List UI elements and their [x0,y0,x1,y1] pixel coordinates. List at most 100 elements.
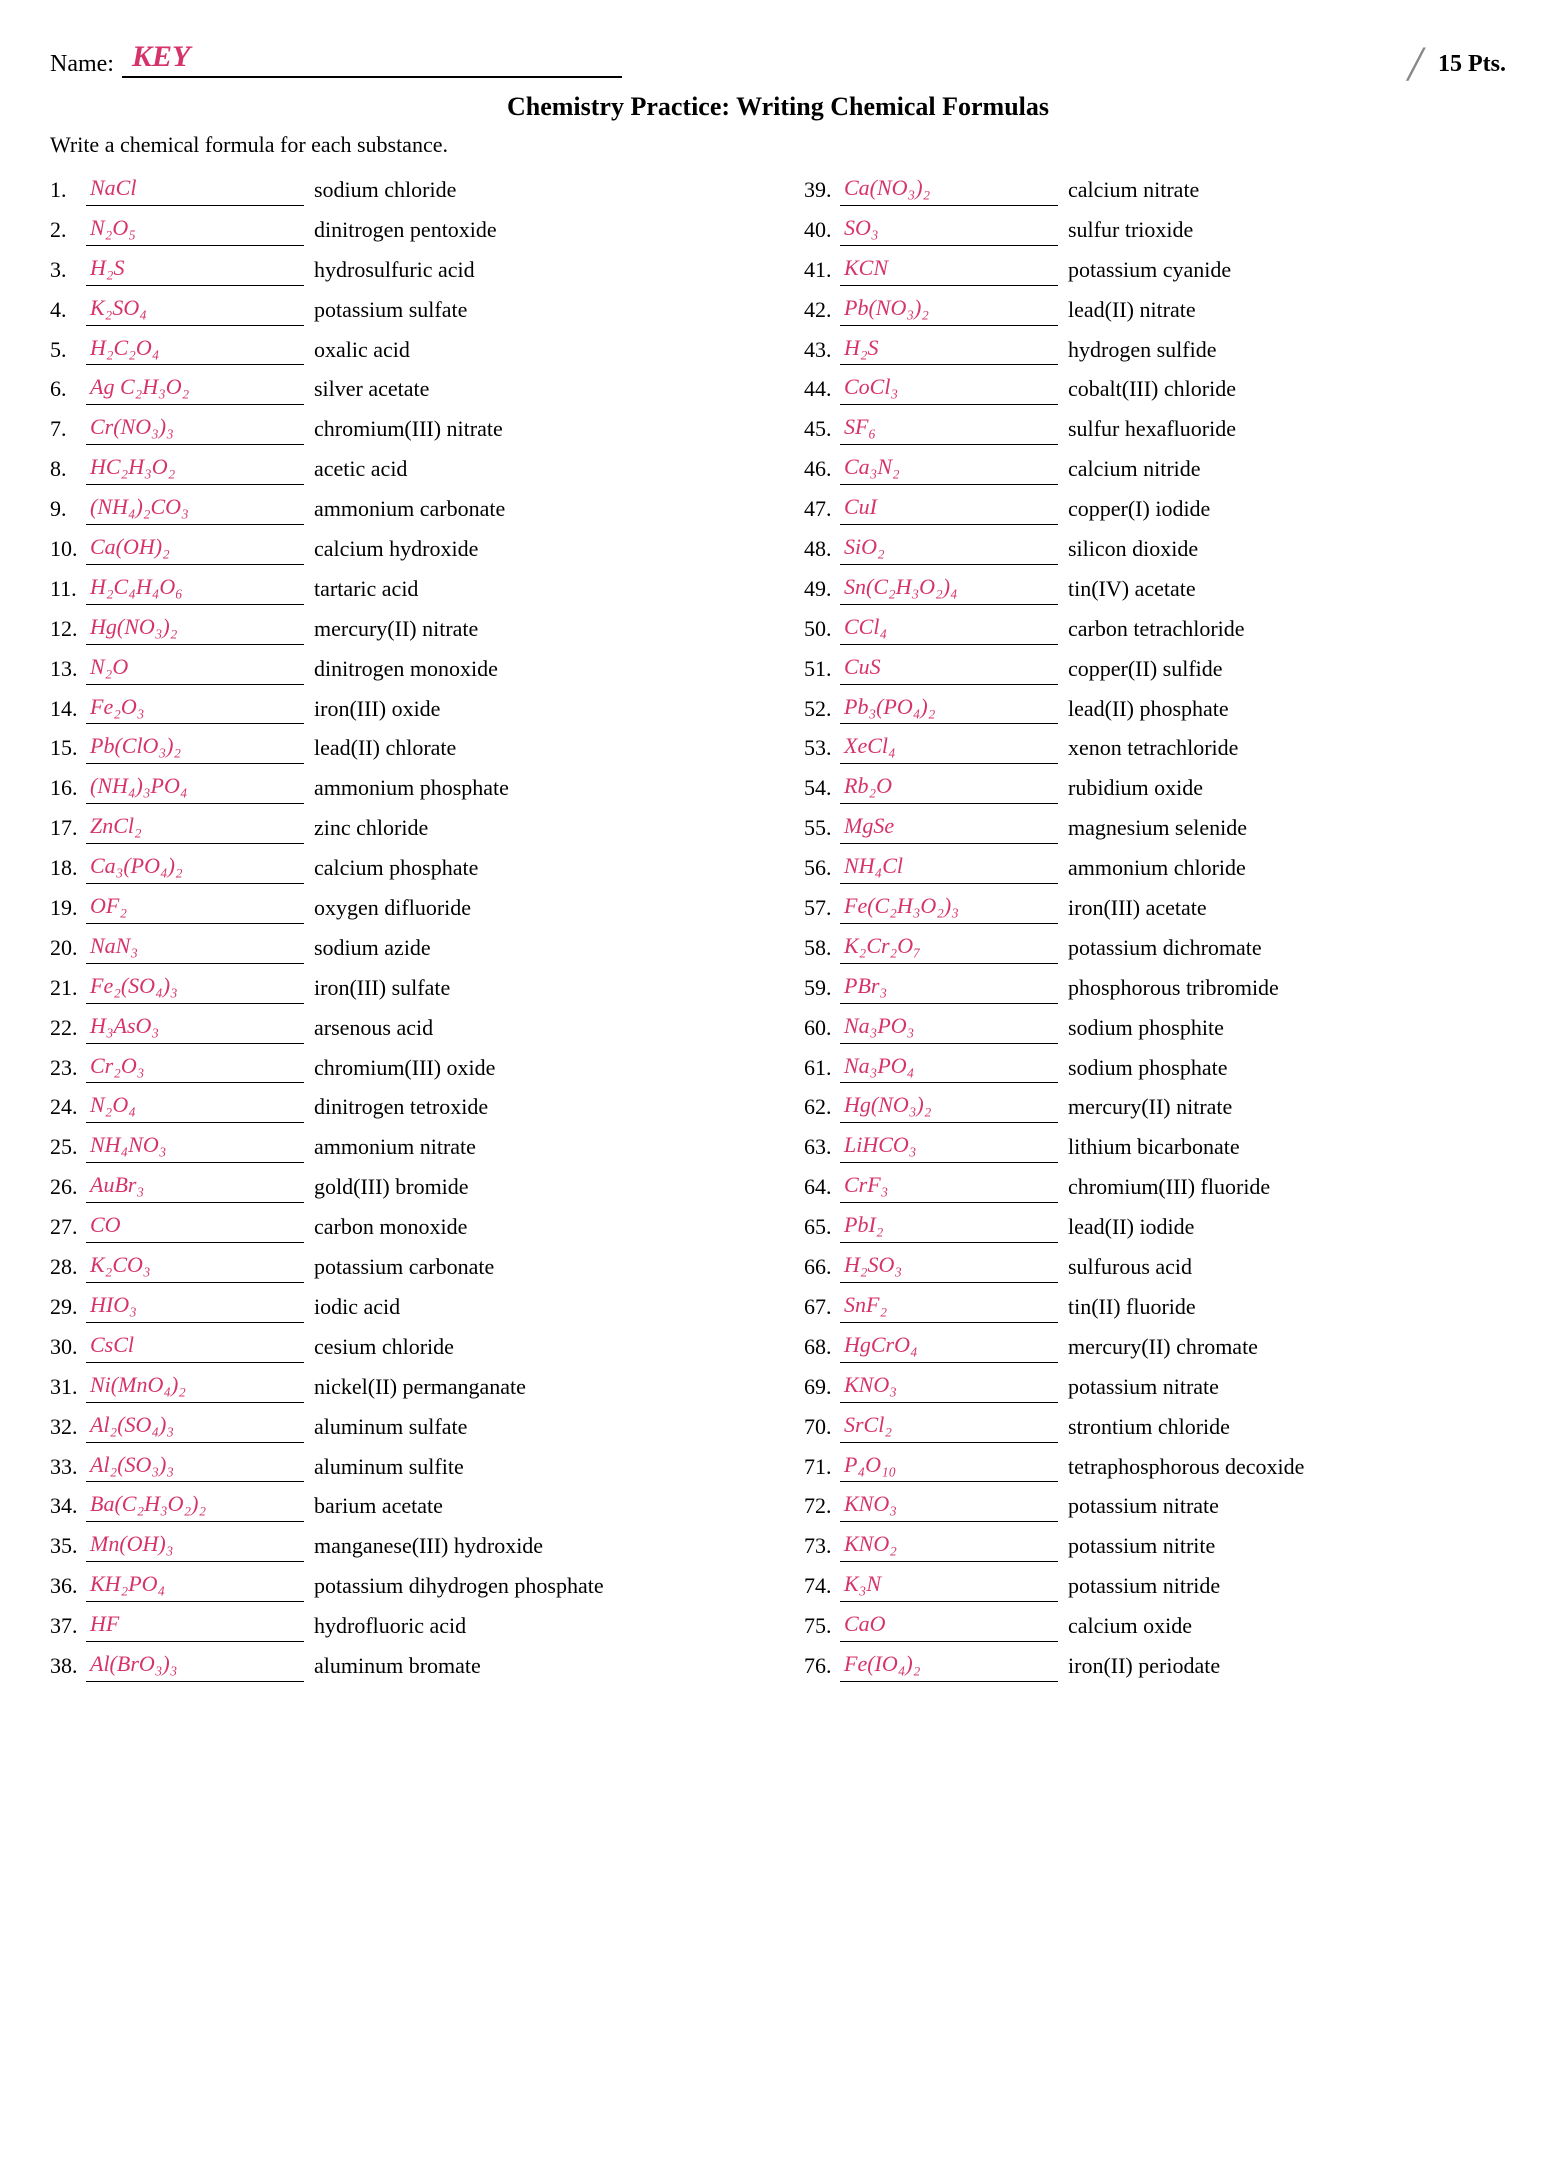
compound-name: sulfur hexafluoride [1068,413,1506,445]
question-row: 18.Ca₃(PO₄)₂calcium phosphate [50,850,752,884]
answer-formula: Al₂(SO₄)₃ [86,1409,304,1443]
question-row: 47.CuIcopper(I) iodide [804,491,1506,525]
compound-name: potassium sulfate [314,294,752,326]
question-row: 64.CrF₃ chromium(III) fluoride [804,1169,1506,1203]
question-number: 19. [50,892,86,924]
compound-name: sodium chloride [314,174,752,206]
question-number: 8. [50,453,86,485]
compound-name: iron(II) periodate [1068,1650,1506,1682]
compound-name: sodium phosphate [1068,1052,1506,1084]
question-number: 54. [804,772,840,804]
compound-name: acetic acid [314,453,752,485]
answer-formula: Ca(NO₃)₂ [840,172,1058,206]
compound-name: chromium(III) fluoride [1068,1171,1506,1203]
question-row: 41.KCNpotassium cyanide [804,252,1506,286]
compound-name: dinitrogen pentoxide [314,214,752,246]
compound-name: sodium phosphite [1068,1012,1506,1044]
answer-formula: Hg(NO₃)₂ [86,611,304,645]
question-number: 32. [50,1411,86,1443]
question-number: 21. [50,972,86,1004]
question-number: 20. [50,932,86,964]
question-number: 52. [804,693,840,725]
compound-name: nickel(II) permanganate [314,1371,752,1403]
answer-formula: NH₄Cl [840,850,1058,884]
answer-formula: Fe₂O₃ [86,691,304,725]
question-row: 34.Ba(C₂H₃O₂)₂barium acetate [50,1488,752,1522]
question-number: 58. [804,932,840,964]
question-number: 70. [804,1411,840,1443]
compound-name: iron(III) oxide [314,693,752,725]
question-number: 30. [50,1331,86,1363]
compound-name: mercury(II) chromate [1068,1331,1506,1363]
compound-name: chromium(III) nitrate [314,413,752,445]
question-number: 72. [804,1490,840,1522]
question-number: 37. [50,1610,86,1642]
compound-name: sulfurous acid [1068,1251,1506,1283]
question-number: 23. [50,1052,86,1084]
answer-formula: SO₃ [840,212,1058,246]
answer-formula: SrCl₂ [840,1409,1058,1443]
question-row: 5.H₂C₂O₄oxalic acid [50,332,752,366]
question-row: 25.NH₄NO₃ammonium nitrate [50,1129,752,1163]
question-row: 9.(NH₄)₂CO₃ammonium carbonate [50,491,752,525]
answer-formula: Pb₃(PO₄)₂ [840,691,1058,725]
question-number: 53. [804,732,840,764]
answer-formula: CrF₃ [840,1169,1058,1203]
points-label: 15 Pts. [1438,51,1506,78]
compound-name: oxalic acid [314,334,752,366]
answer-formula: KH₂PO₄ [86,1568,304,1602]
answer-formula: (NH₄)₂CO₃ [86,491,304,525]
compound-name: hydrosulfuric acid [314,254,752,286]
compound-name: potassium cyanide [1068,254,1506,286]
compound-name: mercury(II) nitrate [314,613,752,645]
compound-name: tetraphosphorous decoxide [1068,1451,1506,1483]
answer-formula: NaCl [86,172,304,206]
answer-formula: Fe₂(SO₄)₃ [86,970,304,1004]
question-number: 34. [50,1490,86,1522]
name-label: Name: [50,51,114,78]
answer-formula: HgCrO₄ [840,1329,1058,1363]
compound-name: manganese(III) hydroxide [314,1530,752,1562]
question-row: 68.HgCrO₄mercury(II) chromate [804,1329,1506,1363]
question-row: 11.H₂C₄H₄O₆tartaric acid [50,571,752,605]
question-row: 36.KH₂PO₄potassium dihydrogen phosphate [50,1568,752,1602]
question-row: 65.PbI₂lead(II) iodide [804,1209,1506,1243]
compound-name: phosphorous tribromide [1068,972,1506,1004]
compound-name: tartaric acid [314,573,752,605]
question-number: 62. [804,1091,840,1123]
question-row: 43.H₂Shydrogen sulfide [804,332,1506,366]
question-row: 13.N₂Odinitrogen monoxide [50,651,752,685]
question-number: 64. [804,1171,840,1203]
question-number: 63. [804,1131,840,1163]
answer-formula: CO [86,1209,304,1243]
answer-formula: CaO [840,1608,1058,1642]
question-number: 38. [50,1650,86,1682]
question-row: 15.Pb(ClO₃)₂lead(II) chlorate [50,730,752,764]
question-row: 61.Na₃PO₄sodium phosphate [804,1050,1506,1084]
question-row: 29.HIO₃iodic acid [50,1289,752,1323]
compound-name: zinc chloride [314,812,752,844]
question-row: 14.Fe₂O₃iron(III) oxide [50,691,752,725]
worksheet-columns: 1.NaClsodium chloride2.N₂O₅dinitrogen pe… [50,166,1506,1688]
question-row: 75.CaOcalcium oxide [804,1608,1506,1642]
question-row: 39.Ca(NO₃)₂calcium nitrate [804,172,1506,206]
question-row: 33.Al₂(SO₃)₃aluminum sulfite [50,1449,752,1483]
answer-formula: Sn(C₂H₃O₂)₄ [840,571,1058,605]
question-number: 7. [50,413,86,445]
question-row: 6.Ag C₂H₃O₂silver acetate [50,371,752,405]
question-number: 71. [804,1451,840,1483]
question-number: 46. [804,453,840,485]
answer-formula: K₂Cr₂O₇ [840,930,1058,964]
question-row: 45.SF₆sulfur hexafluoride [804,411,1506,445]
answer-formula: H₂C₂O₄ [86,332,304,366]
right-column: 39.Ca(NO₃)₂calcium nitrate40.SO₃sulfur t… [804,166,1506,1688]
answer-formula: Ca₃N₂ [840,451,1058,485]
question-row: 59.PBr₃phosphorous tribromide [804,970,1506,1004]
worksheet-title: Chemistry Practice: Writing Chemical For… [50,92,1506,122]
question-row: 30.CsClcesium chloride [50,1329,752,1363]
answer-formula: OF₂ [86,890,304,924]
score-slash: / [1408,48,1422,78]
answer-formula: H₃AsO₃ [86,1010,304,1044]
question-row: 49.Sn(C₂H₃O₂)₄tin(IV) acetate [804,571,1506,605]
compound-name: potassium dihydrogen phosphate [314,1570,752,1602]
